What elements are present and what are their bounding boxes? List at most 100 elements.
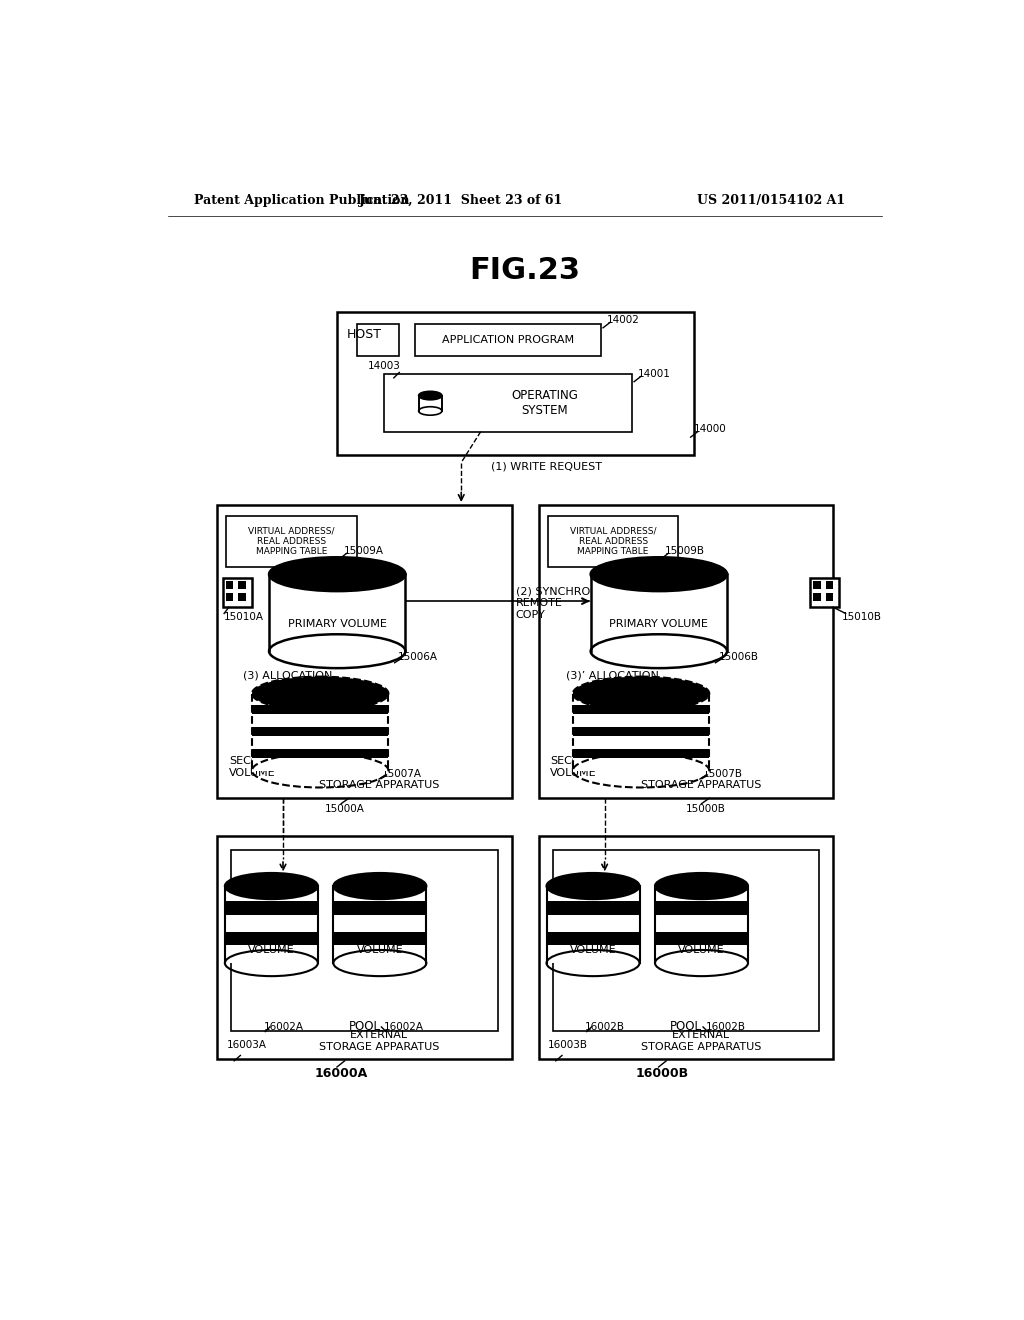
Text: 15009B: 15009B [665, 546, 706, 556]
Bar [539, 506, 834, 797]
Text: STORAGE APPARATUS: STORAGE APPARATUS [641, 780, 761, 789]
Ellipse shape [269, 557, 406, 591]
Bar [337, 313, 693, 455]
Bar [572, 705, 710, 714]
Bar [231, 850, 498, 1031]
Text: 14000: 14000 [693, 425, 726, 434]
Bar [655, 886, 748, 964]
Ellipse shape [572, 677, 710, 710]
Text: EXTERNAL
STORAGE APPARATUS: EXTERNAL STORAGE APPARATUS [318, 1030, 439, 1052]
Text: FIG.23: FIG.23 [469, 256, 581, 285]
Ellipse shape [419, 391, 442, 400]
Text: 16002B: 16002B [586, 1022, 626, 1032]
Text: 15006A: 15006A [397, 652, 437, 663]
Text: (1) WRITE REQUEST: (1) WRITE REQUEST [490, 462, 602, 471]
Text: (2) SYNCHRONOUS
REMOTE
COPY: (2) SYNCHRONOUS REMOTE COPY [515, 587, 623, 620]
Text: POOL: POOL [670, 1020, 702, 1034]
Text: 14001: 14001 [638, 370, 671, 379]
Bar [252, 748, 388, 758]
Bar [222, 578, 252, 607]
Text: (3) ALLOCATION: (3) ALLOCATION [243, 671, 332, 681]
Text: POOL: POOL [348, 1020, 380, 1034]
Text: EXTERNAL
STORAGE APPARATUS: EXTERNAL STORAGE APPARATUS [641, 1030, 761, 1052]
Text: 15009A: 15009A [343, 546, 383, 556]
Text: 14003: 14003 [369, 362, 401, 371]
Text: 16002B: 16002B [706, 1022, 745, 1032]
Text: 15007A: 15007A [382, 770, 422, 779]
Bar [217, 836, 512, 1059]
Bar [226, 516, 356, 566]
Text: VIRTUAL ADDRESS/
REAL ADDRESS
MAPPING TABLE: VIRTUAL ADDRESS/ REAL ADDRESS MAPPING TA… [248, 527, 335, 556]
Text: Patent Application Publication: Patent Application Publication [194, 194, 410, 207]
Text: REAL
VOLUME: REAL VOLUME [248, 933, 295, 954]
Text: 15010B: 15010B [842, 611, 882, 622]
Bar [572, 748, 710, 758]
Text: SECONDARY
VOLUME: SECONDARY VOLUME [550, 756, 618, 777]
Bar [810, 578, 840, 607]
Text: 14002: 14002 [607, 315, 640, 325]
Bar [415, 323, 601, 356]
Bar [334, 886, 426, 964]
Ellipse shape [252, 677, 388, 710]
Bar [225, 932, 317, 945]
Ellipse shape [655, 873, 748, 899]
Text: HOST: HOST [346, 327, 382, 341]
Text: 15000B: 15000B [685, 804, 725, 814]
Text: REAL
VOLUME: REAL VOLUME [356, 933, 403, 954]
Bar [547, 886, 640, 964]
Text: 16002A: 16002A [263, 1022, 304, 1032]
Bar [217, 506, 512, 797]
Text: OPERATING
SYSTEM: OPERATING SYSTEM [512, 389, 579, 417]
Ellipse shape [334, 873, 426, 899]
Text: REAL
VOLUME: REAL VOLUME [569, 933, 616, 954]
Text: REAL
VOLUME: REAL VOLUME [678, 933, 725, 954]
Bar [591, 574, 727, 651]
Text: 16003B: 16003B [548, 1040, 588, 1051]
Bar [813, 581, 821, 589]
Bar [225, 886, 317, 964]
Text: 15006B: 15006B [719, 652, 759, 663]
Bar [572, 726, 710, 737]
Text: (3)’ ALLOCATION: (3)’ ALLOCATION [566, 671, 658, 681]
Bar [252, 693, 388, 771]
Bar [547, 932, 640, 945]
Text: PRIMARY VOLUME: PRIMARY VOLUME [288, 619, 387, 630]
Text: PRIMARY VOLUME: PRIMARY VOLUME [609, 619, 709, 630]
Text: APPLICATION PROGRAM: APPLICATION PROGRAM [441, 335, 573, 345]
Bar [384, 374, 632, 432]
Text: VIRTUAL ADDRESS/
REAL ADDRESS
MAPPING TABLE: VIRTUAL ADDRESS/ REAL ADDRESS MAPPING TA… [570, 527, 656, 556]
Bar [553, 850, 819, 1031]
Ellipse shape [547, 873, 640, 899]
Bar [225, 902, 317, 915]
Bar [238, 581, 246, 589]
Text: 16002A: 16002A [384, 1022, 424, 1032]
Text: 16000B: 16000B [636, 1067, 689, 1080]
Text: Jun. 23, 2011  Sheet 23 of 61: Jun. 23, 2011 Sheet 23 of 61 [359, 194, 563, 207]
Bar [655, 902, 748, 915]
Bar [825, 581, 834, 589]
Ellipse shape [225, 873, 317, 899]
Bar [548, 516, 678, 566]
Bar [225, 594, 233, 601]
Text: 16003A: 16003A [226, 1040, 266, 1051]
Bar [356, 323, 399, 356]
Bar [539, 836, 834, 1059]
Bar [252, 705, 388, 714]
Bar [334, 932, 426, 945]
Bar [419, 396, 442, 411]
Bar [238, 594, 246, 601]
Bar [572, 693, 710, 771]
Bar [334, 902, 426, 915]
Text: 16000A: 16000A [314, 1067, 368, 1080]
Text: 15000A: 15000A [325, 804, 365, 814]
Bar [252, 726, 388, 737]
Text: US 2011/0154102 A1: US 2011/0154102 A1 [697, 194, 846, 207]
Text: 15007B: 15007B [703, 770, 743, 779]
Bar [225, 581, 233, 589]
Bar [547, 902, 640, 915]
Ellipse shape [591, 557, 727, 591]
Bar [655, 932, 748, 945]
Text: SECONDARY
VOLUME: SECONDARY VOLUME [228, 756, 297, 777]
Text: 15010A: 15010A [224, 611, 264, 622]
Bar [813, 594, 821, 601]
